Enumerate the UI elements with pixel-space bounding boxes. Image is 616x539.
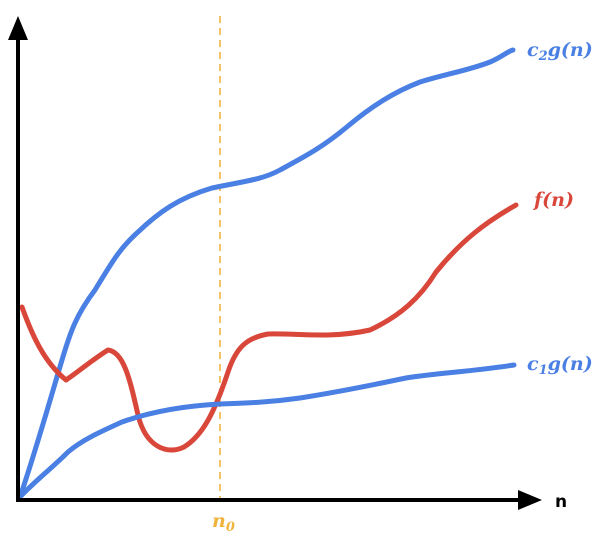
threshold-label-sub: 0 [226,520,235,535]
upper-bound-label-sub: 2 [538,49,548,64]
lower-bound-label-sub: 1 [539,363,548,378]
lower-bound-label-rest: g(n) [548,353,593,375]
function-label: f(n) [532,189,574,211]
upper-bound-label: c2g(n) [527,39,593,64]
upper-bound-label-rest: g(n) [548,39,593,61]
threshold-label: n0 [212,510,235,535]
function-curve [19,202,519,453]
upper-bound-label-coef: c [527,39,539,61]
x-axis-label: n [555,492,567,512]
lower-bound-label: c1g(n) [527,353,593,378]
x-axis-arrowhead [518,490,542,510]
threshold-label-main: n [212,510,226,532]
lower-bound-curve [17,362,517,500]
y-axis-arrowhead [8,16,28,40]
upper-bound-curve [17,47,516,500]
lower-bound-label-coef: c [527,353,539,375]
